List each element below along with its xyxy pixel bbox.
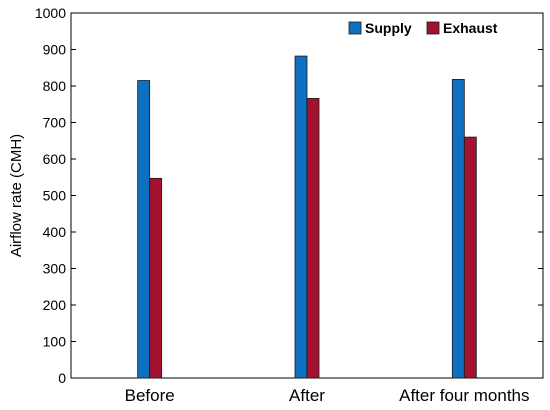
legend-label-supply: Supply [365,20,412,36]
y-axis-label: Airflow rate (CMH) [8,134,25,257]
y-axis: 0 100 200 300 400 500 600 700 800 900 1000 [35,5,543,386]
y-tick-label: 100 [43,334,67,350]
x-tick-label: Before [125,386,175,405]
y-tick-label: 700 [43,115,67,131]
bar-exhaust-2 [463,136,477,379]
legend-swatch-exhaust [426,21,440,35]
bar-supply-0 [137,80,151,379]
y-tick-label: 200 [43,297,67,313]
legend: Supply Exhaust [348,20,498,36]
y-tick-label: 300 [43,261,67,277]
bar-supply-1 [294,55,308,379]
legend-label-exhaust: Exhaust [443,20,498,36]
x-axis: Before After After four months [125,386,530,405]
y-tick-label: 1000 [35,5,66,21]
bar-supply-2 [451,79,465,379]
bar-exhaust-1 [306,98,320,379]
x-tick-label: After four months [399,386,529,405]
bars-group [109,55,505,379]
y-tick-label: 500 [43,188,67,204]
x-tick-label: After [289,386,325,405]
y-tick-label: 800 [43,78,67,94]
y-tick-label: 600 [43,151,67,167]
bar-exhaust-0 [149,177,163,379]
legend-swatch-supply [348,21,362,35]
y-tick-label: 400 [43,224,67,240]
y-tick-label: 900 [43,42,67,58]
y-tick-label: 0 [58,370,66,386]
